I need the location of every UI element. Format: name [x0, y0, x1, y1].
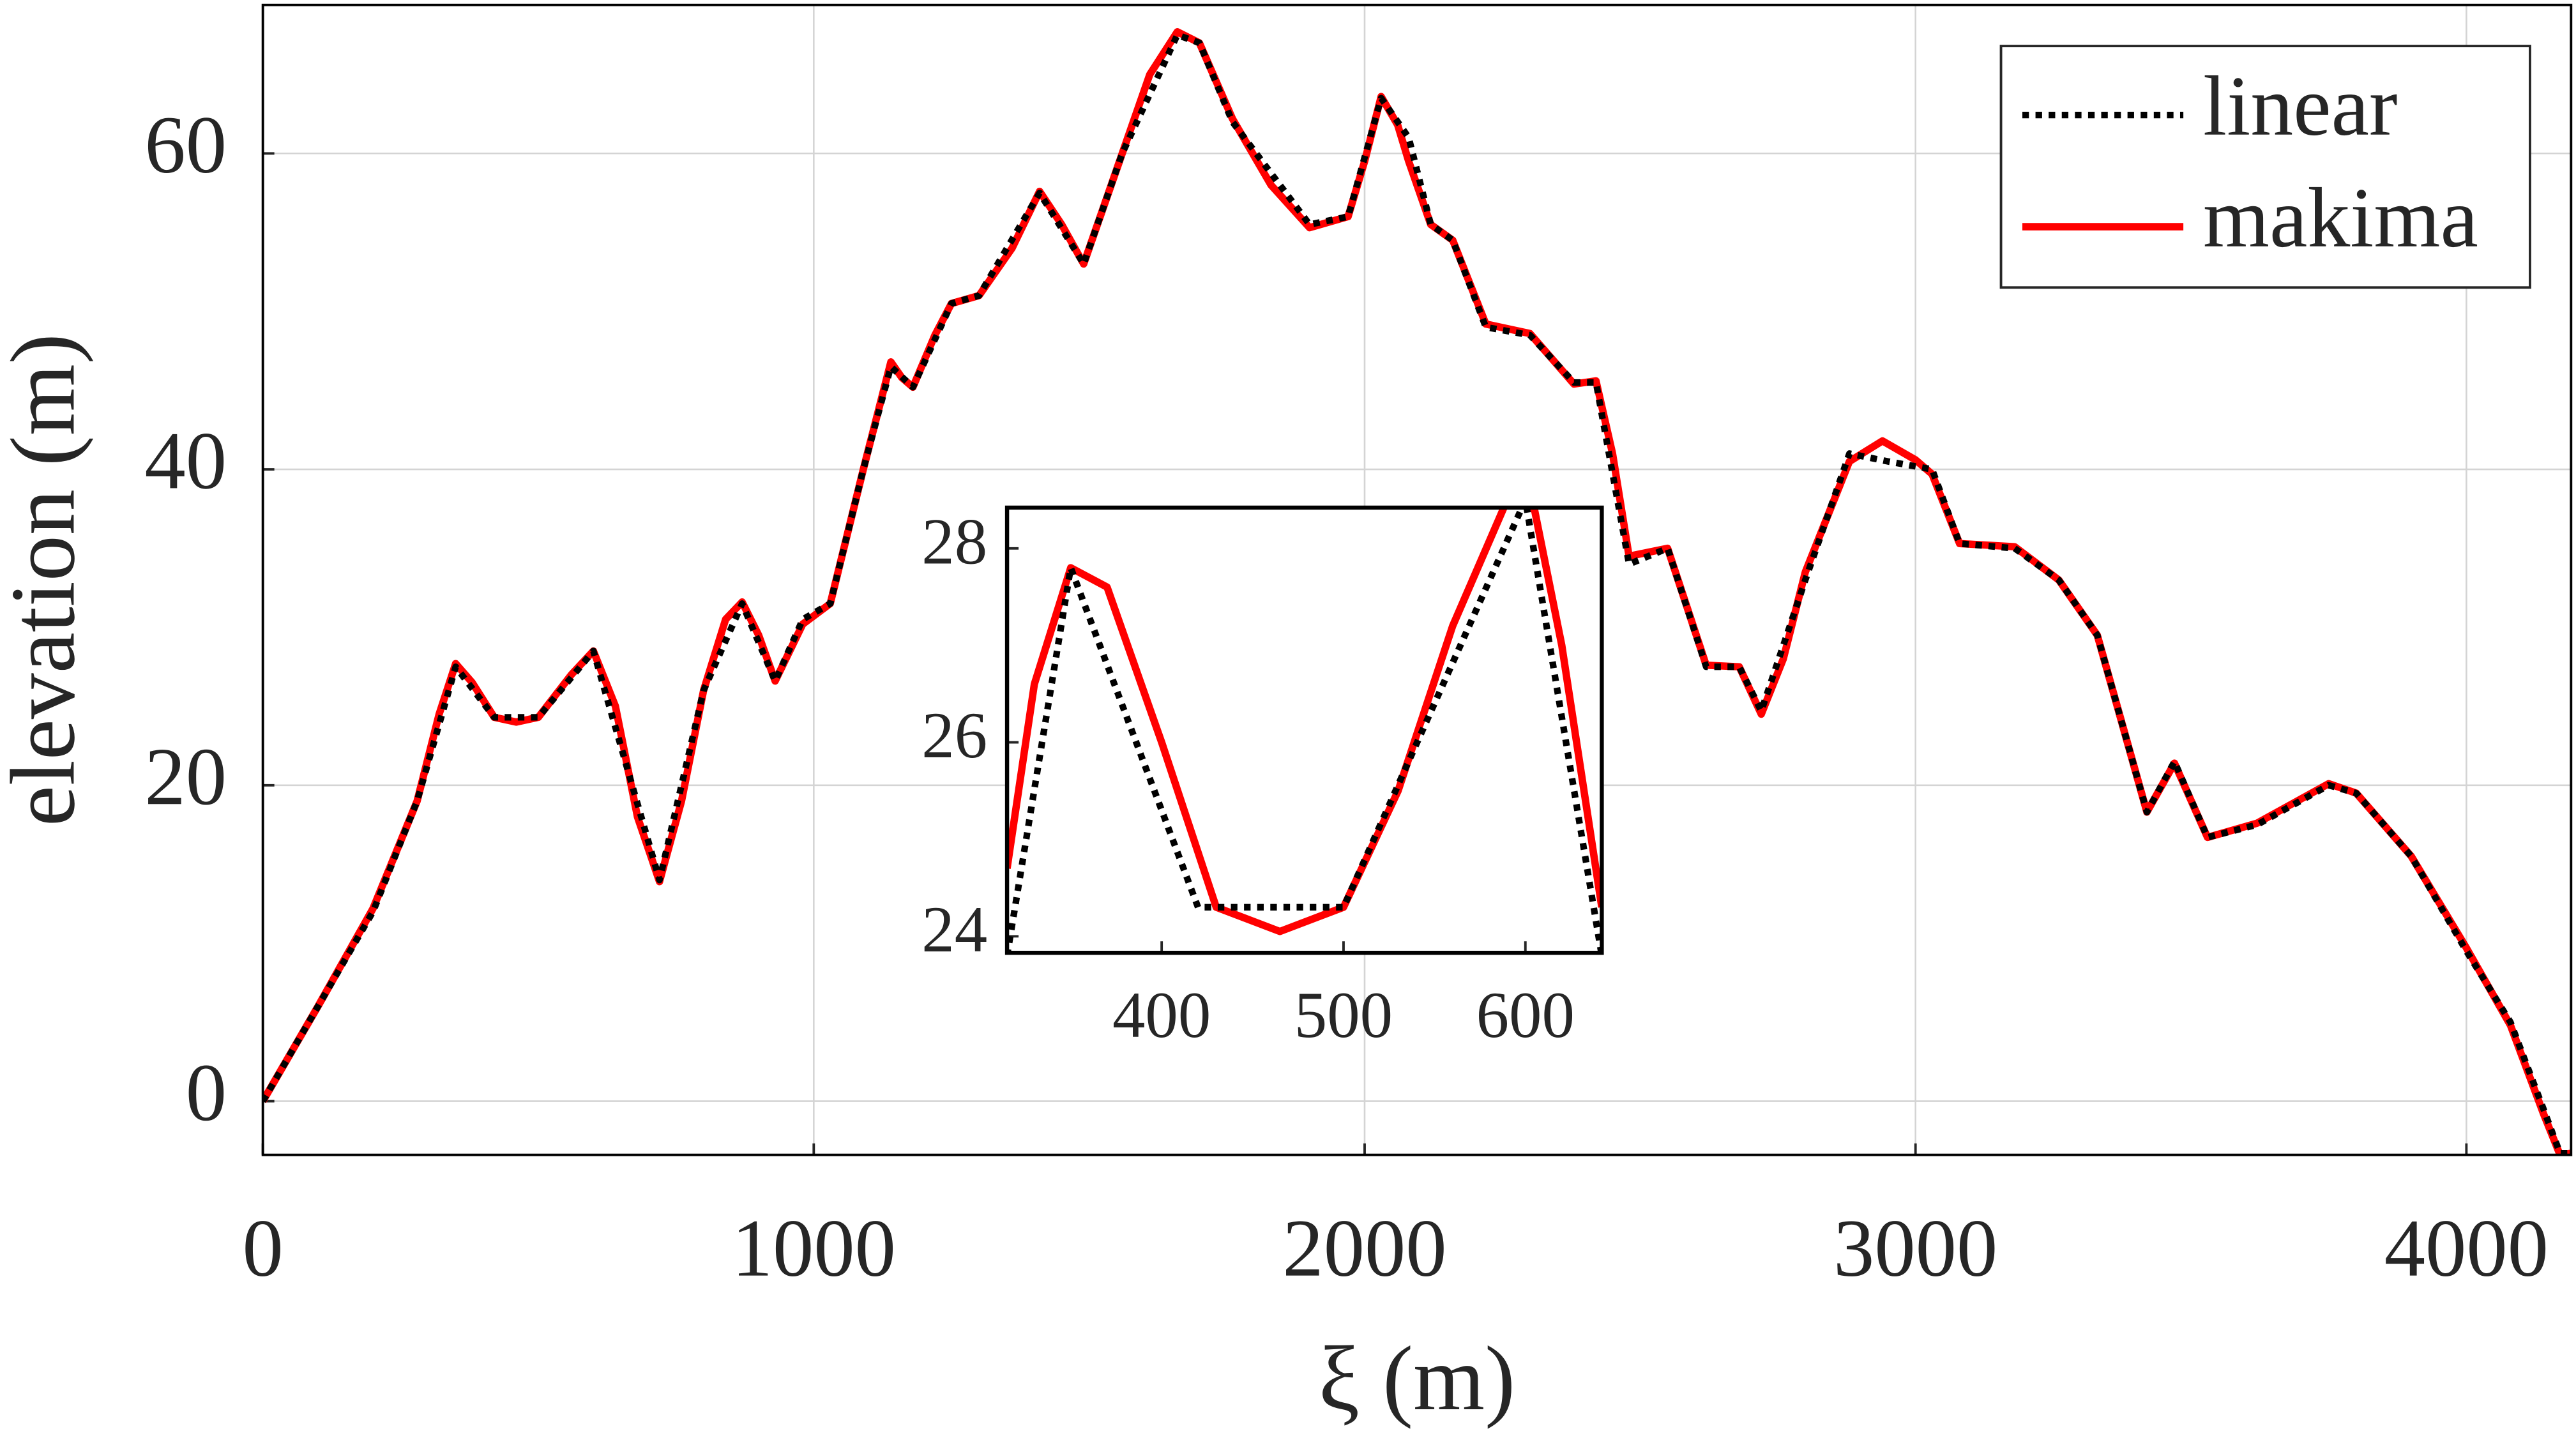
legend-label: linear	[2203, 59, 2398, 153]
y-tick-label: 28	[921, 505, 987, 578]
axes: 0 1000 2000 3000 4000 0 20 40 60 ξ (m) elevation (…	[0, 3, 2573, 1430]
y-tick-label: 0	[186, 1047, 227, 1138]
y-tick-label: 60	[144, 99, 227, 190]
x-axis-label: ξ (m)	[1319, 1328, 1515, 1430]
x-tick-label: 500	[1294, 979, 1393, 1052]
axes: 400 500 600 24 26 28	[921, 505, 1604, 1052]
series-line	[262, 28, 2572, 1155]
plot-area	[1007, 507, 1602, 953]
x-tick-label: 400	[1112, 979, 1211, 1052]
series-line	[1007, 507, 1602, 953]
y-tick-label: 40	[144, 415, 227, 506]
y-tick-label: 20	[144, 730, 227, 822]
x-tick-label: 4000	[2384, 1202, 2549, 1294]
axes-frame	[1004, 505, 1604, 955]
legend-box	[1999, 45, 2531, 289]
x-tick-label: 600	[1476, 979, 1575, 1052]
x-tick-label: 0	[242, 1202, 283, 1294]
x-tick-label: 2000	[1282, 1202, 1446, 1294]
legend-label: makima	[2203, 170, 2478, 265]
x-tick-label: 3000	[1833, 1202, 1997, 1294]
series-group	[262, 28, 2572, 1155]
axes-frame	[261, 3, 2573, 1156]
series-line	[262, 31, 2572, 1155]
y-tick-label: 26	[921, 699, 987, 772]
x-tick-label: 1000	[732, 1202, 896, 1294]
y-axis-label: elevation (m)	[0, 333, 94, 826]
y-tick-label: 24	[921, 893, 987, 966]
legend: linear makima	[1999, 45, 2531, 289]
